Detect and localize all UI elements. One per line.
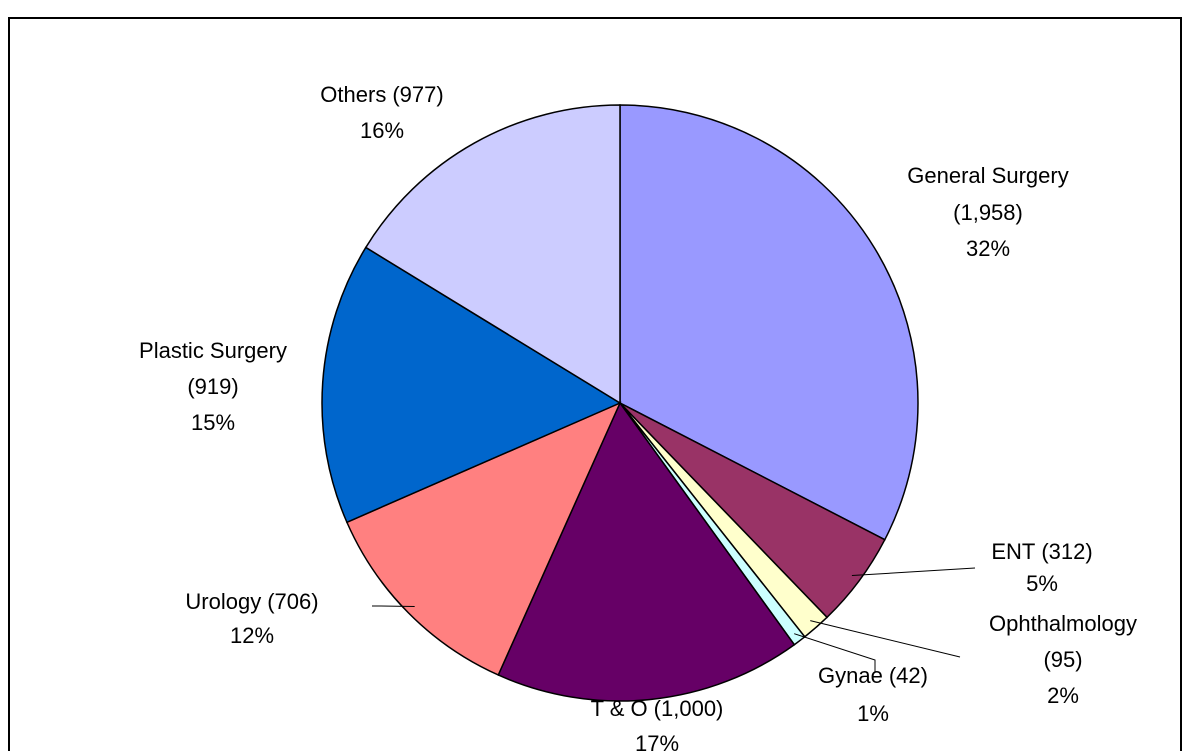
leader-line (794, 633, 876, 672)
pie-slice (364, 104, 621, 405)
label-part: ENT (991, 539, 1035, 564)
label-part: Others (320, 82, 386, 107)
slice-label: (1,958) (953, 200, 1023, 225)
slice-label: 1% (857, 701, 889, 726)
slice-label: 16% (360, 118, 404, 143)
label-part: 16% (360, 118, 404, 143)
label-part: Ophthalmology (989, 611, 1137, 636)
label-part: Plastic Surgery (139, 338, 287, 363)
slice-label: 2% (1047, 683, 1079, 708)
label-part: 15% (191, 410, 235, 435)
slice-label: ENT (312) (991, 539, 1092, 564)
slice-label: 17% (635, 731, 679, 751)
pie-slice (345, 401, 622, 676)
leader-line (810, 620, 961, 658)
label-part: T & O (591, 696, 648, 721)
label-part: (1,000) (654, 696, 724, 721)
label-part: (977) (392, 82, 443, 107)
label-part: (312) (1041, 539, 1092, 564)
slice-label: Plastic Surgery (139, 338, 287, 363)
label-part: 2% (1047, 683, 1079, 708)
label-part: (1,958) (953, 200, 1023, 225)
slice-label: 5% (1026, 571, 1058, 596)
slice-label: 32% (966, 236, 1010, 261)
pie-slice (497, 401, 796, 702)
label-part: 12% (230, 623, 274, 648)
slice-label: (95) (1043, 647, 1082, 672)
label-part: Gynae (818, 663, 883, 688)
slice-label: General Surgery (907, 163, 1068, 188)
pie-slice (321, 246, 622, 524)
slice-label: Others (977) (320, 82, 443, 107)
slice-label: Ophthalmology (989, 611, 1137, 636)
slice-label: (919) (187, 374, 238, 399)
slice-label: 15% (191, 410, 235, 435)
label-part: Urology (185, 589, 261, 614)
slice-label: T & O (1,000) (591, 696, 724, 721)
slice-label: 12% (230, 623, 274, 648)
label-part: 5% (1026, 571, 1058, 596)
label-part: (919) (187, 374, 238, 399)
label-part: 1% (857, 701, 889, 726)
label-part: 32% (966, 236, 1010, 261)
label-part: (42) (889, 663, 928, 688)
slice-label: Gynae (42) (818, 663, 928, 688)
leader-line (851, 567, 976, 577)
slice-label: Urology (706) (185, 589, 318, 614)
label-part: (706) (267, 589, 318, 614)
label-part: General Surgery (907, 163, 1068, 188)
label-part: 17% (635, 731, 679, 751)
pie-slice (619, 104, 919, 541)
label-part: (95) (1043, 647, 1082, 672)
